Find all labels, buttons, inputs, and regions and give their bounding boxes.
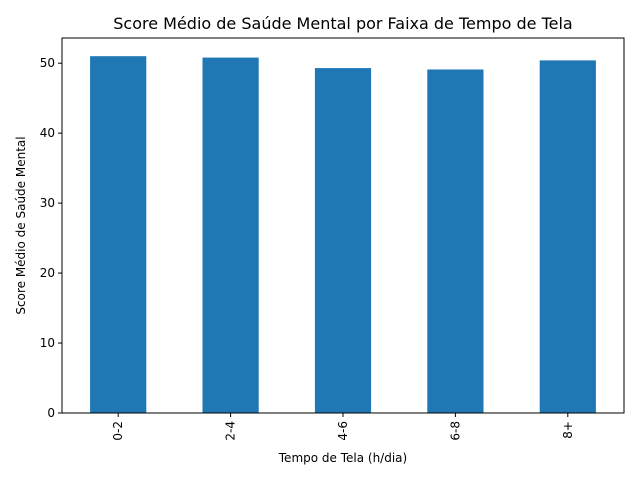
x-axis-label: Tempo de Tela (h/dia) (278, 451, 407, 465)
bar-8+ (539, 60, 596, 413)
x-tick-label: 8+ (561, 421, 575, 439)
x-axis: 0-2 2-4 4-6 6-8 8+ (111, 413, 575, 441)
chart-title: Score Médio de Saúde Mental por Faixa de… (113, 14, 572, 33)
x-tick-label: 6-8 (448, 421, 462, 441)
bar-0-2 (90, 56, 147, 413)
y-tick-label: 50 (40, 56, 55, 70)
plot-frame (61, 37, 625, 414)
y-axis: 0 10 20 30 40 50 (40, 56, 62, 420)
bar-6-8 (427, 69, 484, 413)
x-tick-label: 4-6 (336, 421, 350, 441)
y-axis-label: Score Médio de Saúde Mental (14, 136, 28, 314)
bar-4-6 (314, 68, 372, 413)
y-tick-label: 0 (47, 406, 55, 420)
y-tick-label: 40 (40, 126, 55, 140)
y-tick-label: 20 (40, 266, 55, 280)
x-tick-label: 2-4 (224, 421, 238, 441)
bar-2-4 (202, 57, 259, 414)
bars-group (90, 56, 596, 414)
x-tick-label: 0-2 (111, 421, 125, 441)
y-tick-label: 10 (40, 336, 55, 350)
y-tick-label: 30 (40, 196, 55, 210)
